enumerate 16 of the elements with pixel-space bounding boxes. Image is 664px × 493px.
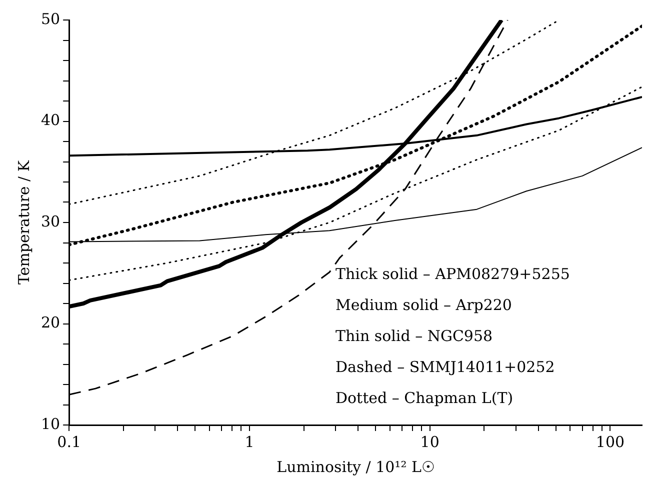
- y-tick-label: 50: [40, 10, 60, 28]
- annotation: Dotted – Chapman L(T): [335, 388, 514, 407]
- annotation: Medium solid – Arp220: [335, 296, 512, 314]
- y-tick-label: 30: [40, 212, 60, 230]
- y-tick-label: 20: [40, 314, 60, 332]
- y-tick-label: 40: [40, 111, 60, 130]
- x-tick-label: 10: [420, 432, 440, 451]
- annotation: Thin solid – NGC958: [335, 326, 493, 345]
- x-axis-title: Luminosity / 10¹² L☉: [276, 458, 434, 476]
- y-axis-title: Temperature / K: [14, 160, 33, 285]
- x-tick-label: 1: [244, 432, 254, 451]
- y-tick-label: 10: [40, 414, 60, 433]
- x-tick-label: 100: [596, 432, 625, 451]
- annotation: Thick solid – APM08279+5255: [335, 264, 570, 283]
- x-tick-label: 0.1: [57, 432, 82, 451]
- annotation: Dashed – SMMJ14011+0252: [335, 358, 555, 376]
